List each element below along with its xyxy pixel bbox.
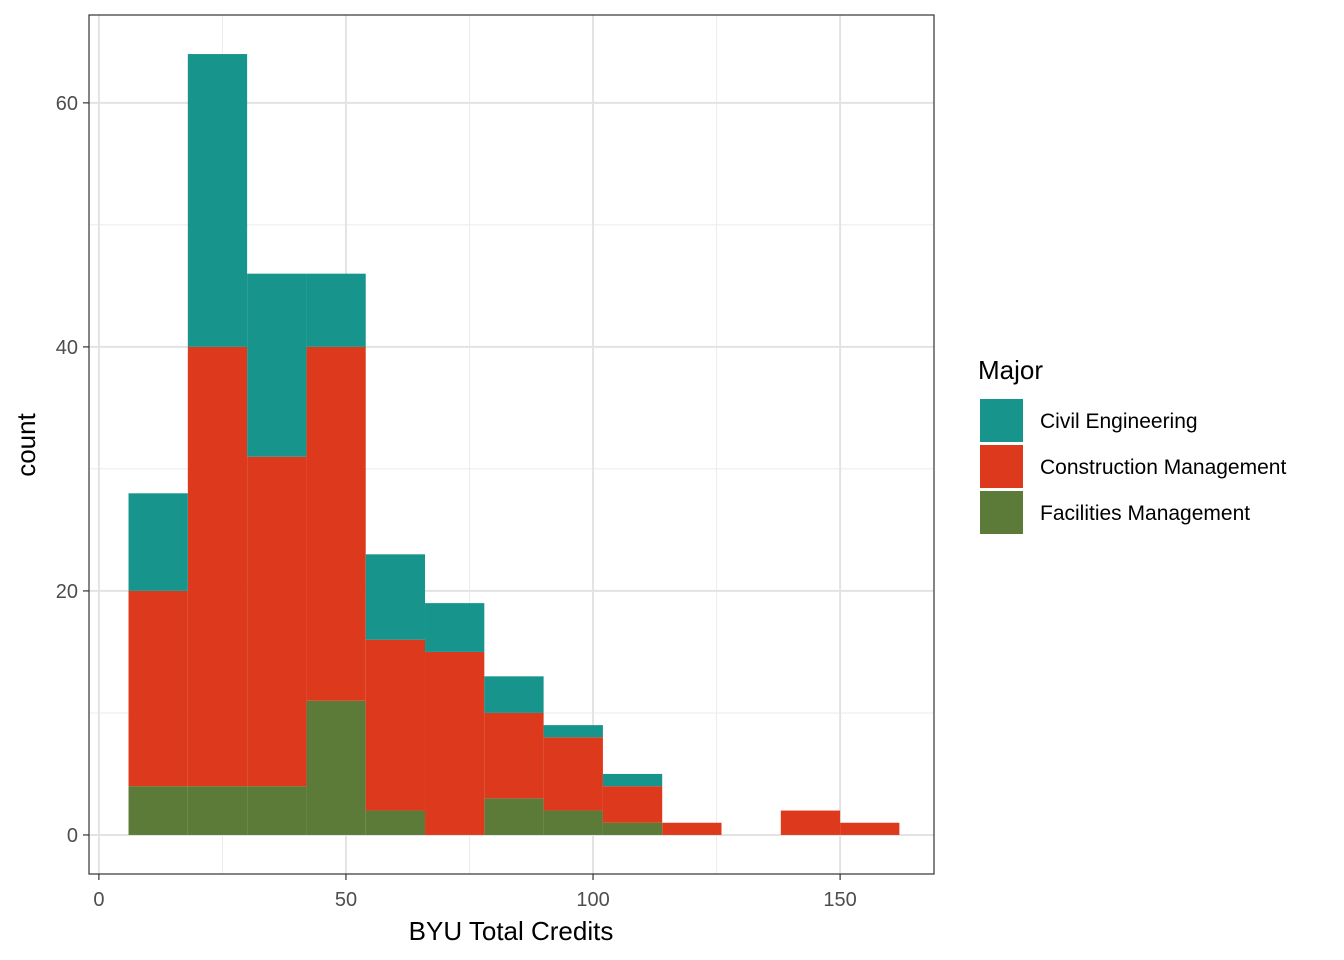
x-tick-label: 150 [823, 889, 856, 911]
x-tick-label: 0 [93, 889, 104, 911]
bar-civil-engineering [425, 603, 485, 652]
bar-civil-engineering [187, 54, 248, 347]
bar-civil-engineering [602, 773, 663, 787]
bar-facilities-management [306, 700, 366, 835]
bar-facilities-management [365, 810, 426, 835]
bar-construction-management [306, 346, 366, 701]
bar-civil-engineering [247, 273, 307, 457]
y-axis-title: count [11, 412, 41, 476]
legend-items: Civil Engineering Construction Management… [980, 399, 1286, 534]
legend: Major Civil Engineering Construction Mana… [978, 355, 1286, 534]
bar-construction-management [128, 590, 188, 787]
bar-facilities-management [602, 822, 663, 835]
legend-label: Facilities Management [1040, 502, 1250, 525]
bar-facilities-management [128, 786, 188, 835]
plot-border [88, 14, 935, 875]
axes: 0 50 100 150 0 20 40 60 [56, 93, 857, 911]
legend-swatch [980, 399, 1023, 442]
legend-label: Construction Management [1040, 456, 1286, 479]
bar-civil-engineering [365, 554, 426, 640]
bar-construction-management [187, 346, 248, 787]
histogram-bars [128, 54, 900, 835]
bar-construction-management [425, 651, 485, 835]
bar-construction-management [840, 822, 900, 835]
bar-construction-management [543, 737, 603, 811]
bar-facilities-management [543, 810, 603, 835]
bar-construction-management [662, 822, 722, 835]
bar-construction-management [484, 712, 544, 799]
y-tick-label: 60 [56, 93, 78, 115]
legend-label: Civil Engineering [1040, 410, 1198, 433]
bar-facilities-management [484, 798, 544, 835]
bar-civil-engineering [484, 676, 544, 713]
bar-civil-engineering [306, 273, 366, 347]
bar-construction-management [247, 456, 307, 787]
y-tick-label: 40 [56, 337, 78, 359]
bar-construction-management [780, 810, 841, 835]
bar-construction-management [365, 639, 426, 811]
x-tick-label: 100 [576, 889, 609, 911]
legend-swatch [980, 445, 1023, 488]
legend-title: Major [978, 355, 1043, 385]
bar-facilities-management [187, 786, 248, 835]
legend-swatch [980, 491, 1023, 534]
bar-facilities-management [247, 786, 307, 835]
bar-civil-engineering [543, 725, 603, 738]
x-tick-label: 50 [335, 889, 357, 911]
y-tick-label: 20 [56, 581, 78, 603]
bar-construction-management [602, 786, 663, 823]
bar-civil-engineering [128, 493, 188, 591]
y-tick-label: 0 [67, 825, 78, 847]
x-axis-title: BYU Total Credits [409, 916, 614, 946]
